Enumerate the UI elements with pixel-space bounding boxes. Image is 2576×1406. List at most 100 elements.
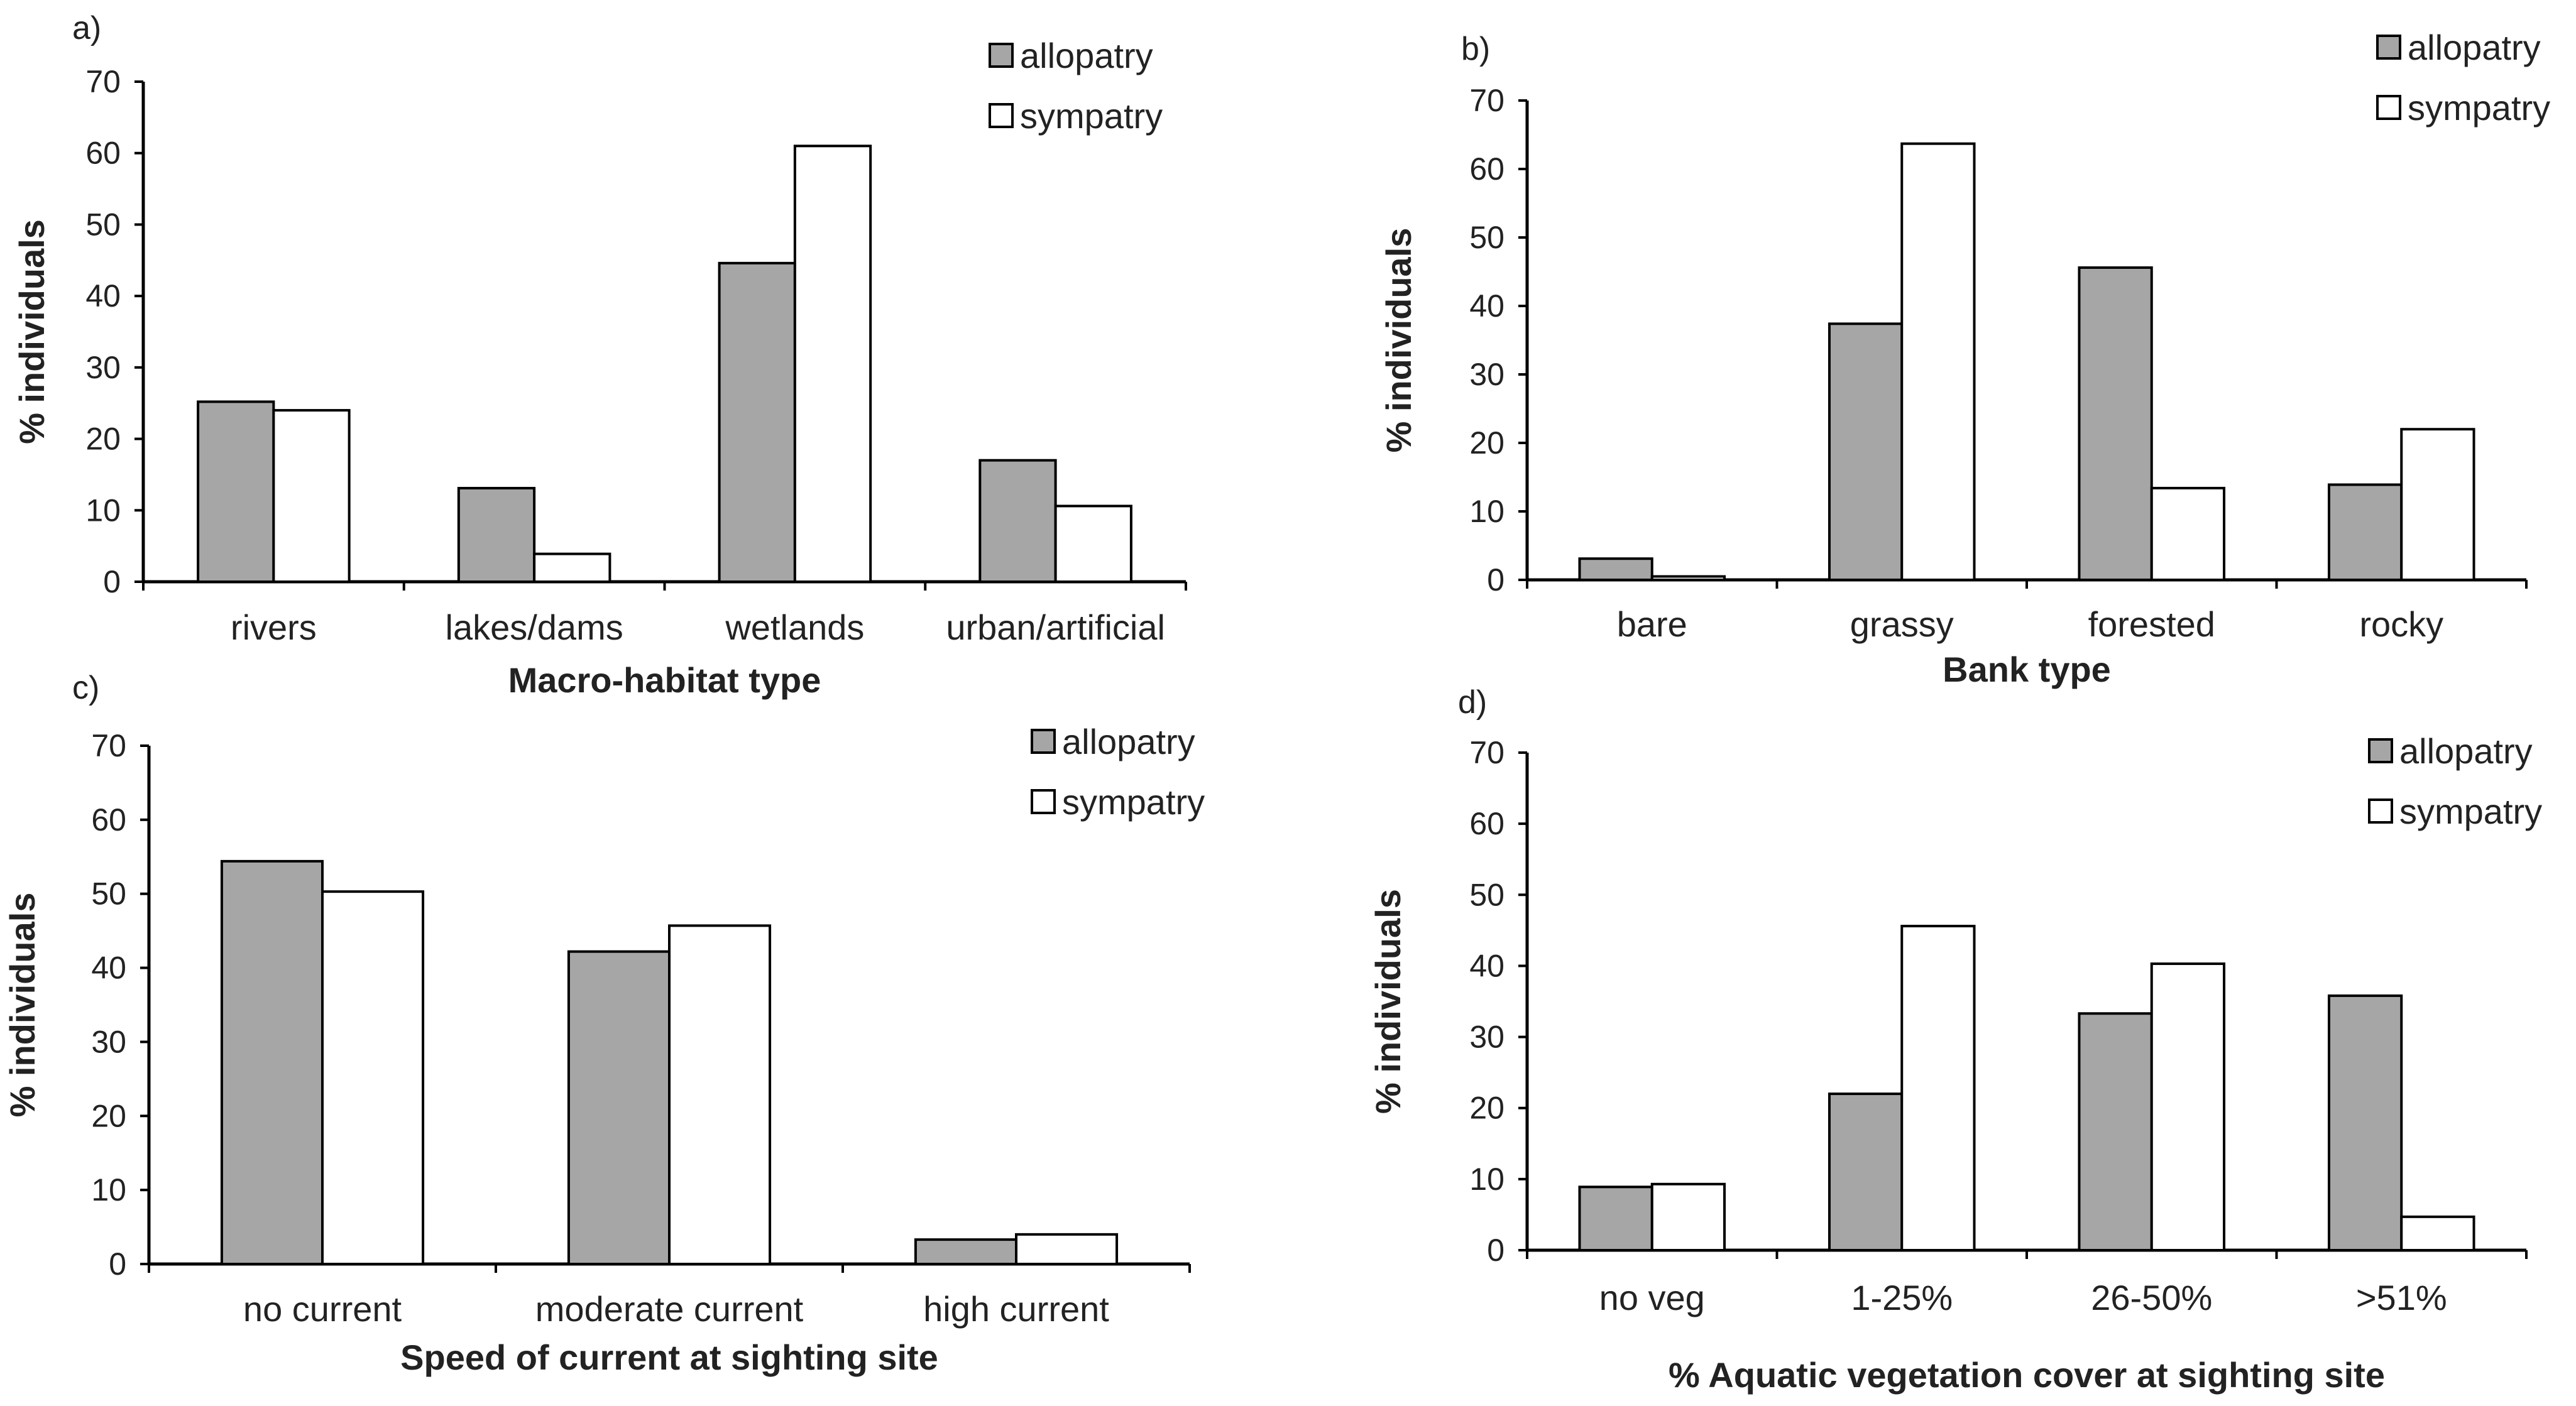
- category-label: forested: [2088, 604, 2215, 644]
- y-tick-label: 20: [1469, 1091, 1504, 1126]
- y-tick-label: 10: [85, 493, 121, 528]
- bar-allopatry-3: [978, 459, 1057, 584]
- legend-swatch-allopatry: [2376, 35, 2401, 60]
- category-label: rivers: [231, 608, 317, 647]
- category-label: bare: [1617, 604, 1687, 644]
- legend-label-allopatry: allopatry: [1020, 36, 1153, 75]
- y-tick-label: 30: [85, 350, 121, 385]
- x-axis-title: Speed of current at sighting site: [400, 1338, 938, 1377]
- y-axis-title: % individuals: [3, 893, 42, 1118]
- bar-allopatry-3: [2327, 994, 2403, 1252]
- bar-sympatry-1: [1900, 142, 1976, 582]
- y-tick-label: 70: [85, 64, 121, 99]
- y-tick-label: 0: [109, 1246, 126, 1282]
- legend: allopatry sympatry: [989, 36, 1163, 136]
- bar-allopatry-0: [197, 400, 275, 583]
- category-label: 26-50%: [2091, 1278, 2212, 1317]
- category-label: urban/artificial: [946, 608, 1165, 647]
- y-tick-label: 70: [91, 728, 126, 763]
- bar-allopatry-1: [457, 487, 536, 584]
- legend-label-sympatry: sympatry: [1062, 782, 1205, 822]
- y-tick-label: 40: [91, 951, 126, 986]
- y-tick-label: 10: [1469, 1162, 1504, 1197]
- category-label: 1-25%: [1851, 1278, 1953, 1317]
- bar-allopatry-3: [2327, 483, 2403, 581]
- legend: allopatry sympatry: [2368, 731, 2542, 831]
- category-label: wetlands: [725, 608, 864, 647]
- y-tick-label: 40: [1469, 288, 1504, 324]
- legend-swatch-allopatry: [1031, 729, 1056, 754]
- y-tick-label: 50: [1469, 877, 1504, 912]
- legend-label-allopatry: allopatry: [2408, 28, 2541, 67]
- y-tick-label: 20: [1469, 425, 1504, 460]
- bar-sympatry-0: [1650, 575, 1726, 581]
- y-tick-label: 60: [1469, 151, 1504, 187]
- bar-allopatry-2: [718, 261, 796, 583]
- y-tick-label: 20: [85, 422, 121, 457]
- panel-letter: a): [72, 10, 101, 46]
- legend: allopatry sympatry: [2376, 28, 2550, 128]
- y-tick-label: 50: [85, 207, 121, 242]
- bar-sympatry-0: [321, 890, 425, 1265]
- legend-label-sympatry: sympatry: [1020, 96, 1163, 136]
- y-tick-label: 30: [1469, 357, 1504, 392]
- bar-sympatry-0: [272, 409, 351, 583]
- x-axis-title: Macro-habitat type: [508, 660, 821, 700]
- y-tick-label: 60: [91, 802, 126, 837]
- bar-allopatry-2: [2078, 266, 2153, 581]
- y-tick-label: 40: [85, 278, 121, 313]
- y-tick-label: 0: [1487, 562, 1504, 597]
- bar-sympatry-3: [2400, 428, 2475, 582]
- y-tick-label: 50: [1469, 220, 1504, 255]
- chart-panel-b: b) 0 10 20 30 40 50 60 70 bare grassy forested rocky…: [1379, 28, 2550, 689]
- y-axis-title: % individuals: [1368, 889, 1408, 1114]
- legend: allopatry sympatry: [1031, 722, 1205, 822]
- category-label: grassy: [1850, 604, 1954, 644]
- category-label: high current: [923, 1289, 1109, 1329]
- legend-swatch-sympatry: [2368, 798, 2393, 824]
- y-tick-label: 0: [103, 564, 121, 599]
- y-tick-label: 10: [1469, 494, 1504, 529]
- bar-allopatry-2: [914, 1238, 1018, 1266]
- bar-sympatry-2: [1015, 1233, 1119, 1266]
- y-tick-label: 70: [1469, 83, 1504, 118]
- legend-label-allopatry: allopatry: [1062, 722, 1195, 761]
- y-tick-label: 20: [91, 1098, 126, 1133]
- x-axis-title: Bank type: [1943, 650, 2111, 689]
- bar-sympatry-2: [793, 144, 872, 584]
- bar-sympatry-3: [2400, 1215, 2475, 1252]
- bar-allopatry-2: [2078, 1012, 2153, 1251]
- y-tick-label: 60: [85, 136, 121, 171]
- legend-swatch-allopatry: [2368, 738, 2393, 763]
- y-tick-label: 30: [91, 1024, 126, 1059]
- y-tick-label: 0: [1487, 1233, 1504, 1268]
- y-tick-label: 40: [1469, 948, 1504, 983]
- bar-sympatry-2: [2150, 962, 2226, 1252]
- panel-letter: d): [1458, 684, 1487, 721]
- bar-allopatry-0: [220, 859, 324, 1266]
- panel-letter: b): [1461, 31, 1490, 67]
- chart-panel-c: c) 0 10 20 30 40 50 60 70 no current moderate curr…: [3, 670, 1205, 1377]
- legend-swatch-sympatry: [1031, 789, 1056, 814]
- bar-sympatry-1: [668, 924, 772, 1265]
- y-tick-label: 70: [1469, 735, 1504, 770]
- category-label: >51%: [2356, 1278, 2447, 1317]
- legend-label-allopatry: allopatry: [2399, 731, 2533, 771]
- y-axis-title: % individuals: [1379, 228, 1418, 453]
- bar-sympatry-1: [1900, 925, 1976, 1252]
- chart-panel-a: a) 0 10 20 30 40 50 60 70 rivers lakes/dams wetland…: [12, 10, 1187, 700]
- legend-swatch-allopatry: [989, 43, 1014, 68]
- legend-swatch-sympatry: [2376, 95, 2401, 120]
- y-tick-label: 30: [1469, 1020, 1504, 1055]
- bar-allopatry-1: [1828, 322, 1904, 582]
- legend-label-sympatry: sympatry: [2399, 792, 2542, 831]
- legend-label-sympatry: sympatry: [2408, 88, 2550, 128]
- y-tick-label: 50: [91, 876, 126, 912]
- category-label: no current: [243, 1289, 402, 1329]
- bar-sympatry-2: [2150, 486, 2226, 581]
- x-axis-title: % Aquatic vegetation cover at sighting s…: [1669, 1355, 2385, 1395]
- y-tick-label: 60: [1469, 806, 1504, 841]
- bar-allopatry-1: [567, 950, 671, 1265]
- bar-allopatry-1: [1828, 1093, 1904, 1251]
